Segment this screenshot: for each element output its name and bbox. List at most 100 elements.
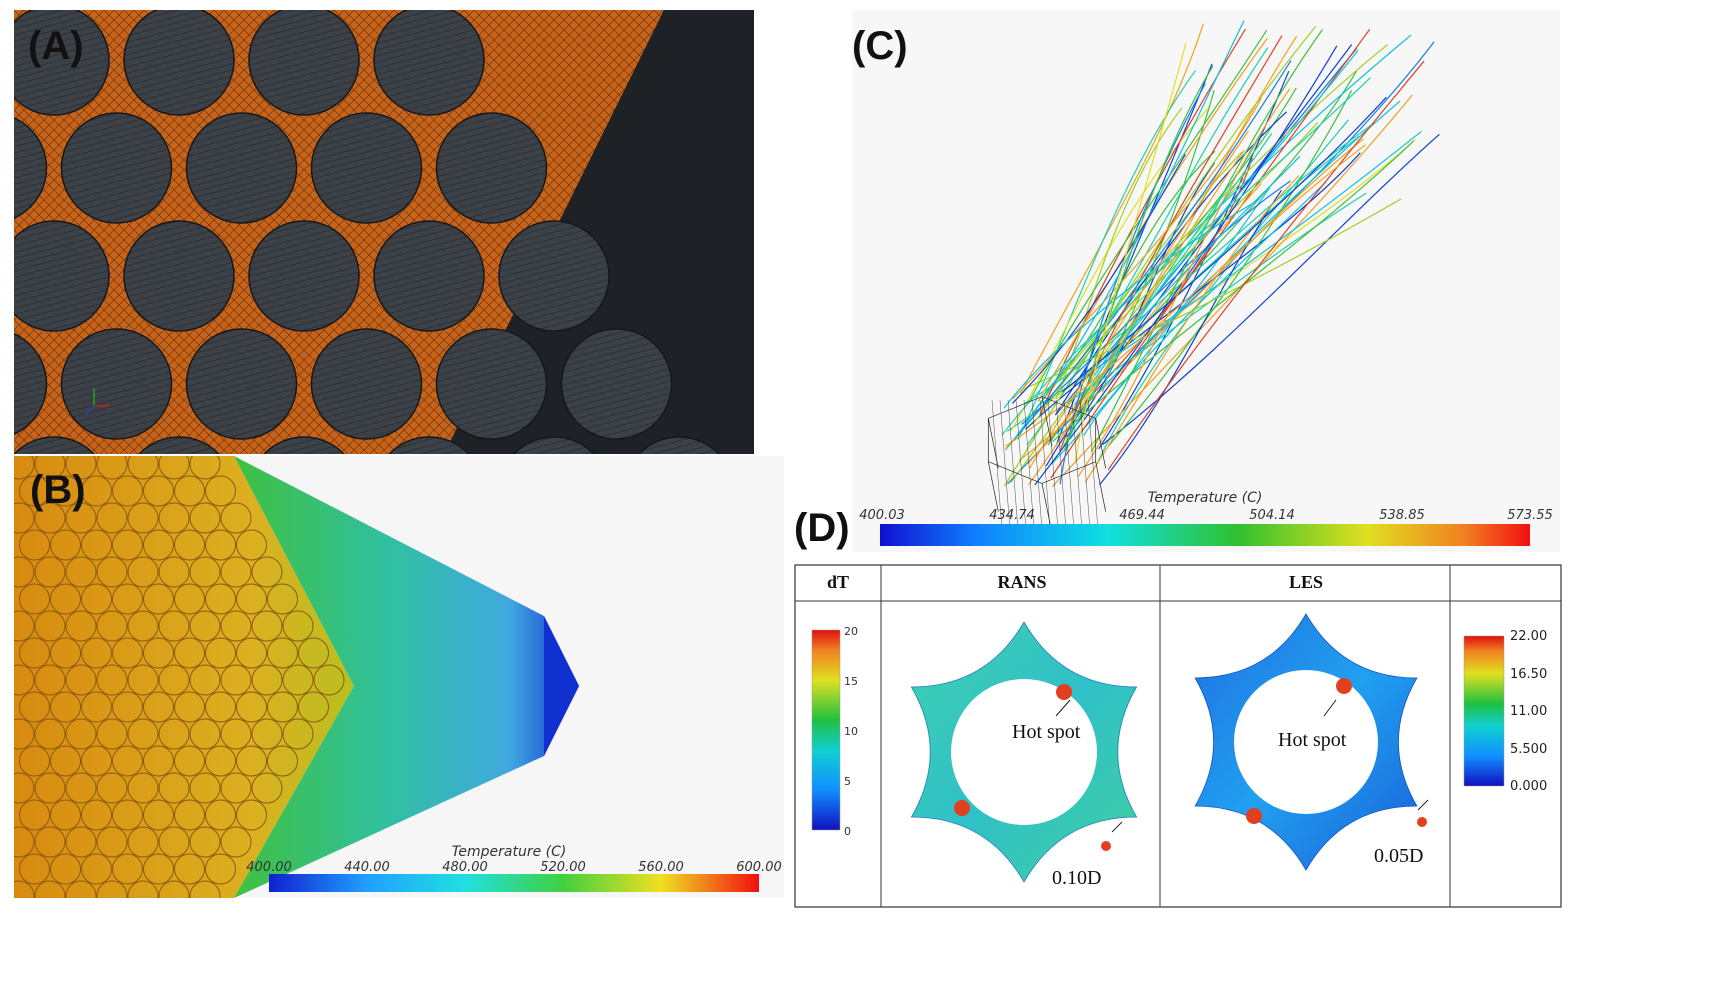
fuel-rod-outline [205, 799, 236, 831]
fuel-rod-outline [112, 583, 143, 615]
fuel-rod-outline [282, 718, 314, 750]
fuel-rod-outline [112, 691, 143, 723]
streamline [1102, 133, 1440, 445]
fuel-rod-outline [220, 718, 252, 750]
fuel-rod-outline [50, 475, 81, 507]
fuel-rod-outline [19, 745, 50, 777]
streamline [1063, 65, 1214, 452]
streamline [1083, 181, 1327, 436]
streamline [1011, 154, 1186, 404]
dt-scale-tick: 15 [844, 675, 858, 688]
fuel-rod-outline [127, 664, 159, 696]
fuel-rod [14, 436, 95, 454]
fuel-rod [560, 328, 673, 440]
rans-hotspot-arrow [1055, 699, 1071, 717]
fuel-rod-outline [205, 583, 236, 615]
fuel-rod-outline [81, 637, 112, 669]
header-dt: dT [827, 572, 849, 592]
fuel-rod-outline [251, 664, 283, 696]
fuel-rod-outline [19, 637, 50, 669]
fuel-rod [248, 220, 360, 332]
fuel-rod-outline [112, 529, 143, 561]
fuel-rod-outline [220, 772, 252, 804]
panel-c-colorbar [880, 524, 1530, 546]
fuel-rod-outline [34, 772, 66, 804]
streamline [1074, 43, 1187, 461]
fuel-rod-outline [220, 664, 252, 696]
fuel-rod-outline [174, 529, 205, 561]
streamline [1059, 83, 1206, 485]
fuel-rod-outline [50, 583, 81, 615]
fuel-rod [14, 116, 48, 220]
panel-c-tick: 538.85 [1379, 508, 1425, 523]
les-subchannel [1194, 613, 1427, 871]
fuel-rod-outline [267, 691, 298, 723]
fuel-rod-outline [34, 718, 66, 750]
rans-gap-arrow [1111, 821, 1123, 833]
fuel-rod [263, 436, 345, 454]
fuel-rod-outline [112, 637, 143, 669]
fuel-rod-outline [158, 772, 190, 804]
fuel-rod-outline [189, 556, 221, 588]
streamline [1012, 97, 1262, 400]
fuel-rod-outline [174, 637, 205, 669]
rans-gap-label: 0.10D [1052, 867, 1101, 889]
dt-scale-tick: 0 [844, 825, 851, 838]
fuel-rod-outline [143, 799, 174, 831]
fuel-rod-outline [189, 664, 221, 696]
fuel-rod-outline [50, 529, 81, 561]
fuel-rod [310, 112, 423, 224]
fuel-rod-outline [112, 745, 143, 777]
fuel-rod [14, 332, 48, 436]
fuel-rod-outline [14, 502, 35, 534]
panel-c-tick: 469.44 [1119, 508, 1165, 523]
streamline [1081, 155, 1301, 401]
fuel-rod-outline [34, 610, 66, 642]
fuel-rod-outline [127, 718, 159, 750]
fuel-rod [498, 220, 610, 332]
fuel-rod-outline [158, 826, 190, 858]
panel-b-tick: 480.00 [442, 860, 488, 875]
cage-line [1063, 399, 1075, 531]
fuel-rod-outline [127, 880, 159, 898]
streamline [1064, 133, 1273, 450]
streamline [1020, 23, 1204, 395]
fuel-rod [638, 436, 720, 454]
fuel-rod-outline [50, 637, 81, 669]
fuel-rod-outline [96, 772, 128, 804]
dt-scale-tick: 5 [844, 775, 851, 788]
fuel-rod-outline [19, 691, 50, 723]
fuel-rod-outline [251, 718, 283, 750]
fuel-rod-outline [174, 853, 205, 885]
panel-a-label: (A) [28, 24, 84, 68]
fuel-rod [60, 112, 173, 224]
dt-colorbar [811, 629, 841, 831]
fuel-rod-outline [205, 475, 236, 507]
cage-line [1031, 399, 1043, 531]
panel-b-tick: 440.00 [344, 860, 390, 875]
fuel-rod-outline [65, 664, 97, 696]
fuel-rod-outline [143, 745, 174, 777]
fuel-rod-outline [96, 880, 128, 898]
streamline [1099, 189, 1282, 486]
fuel-rod-outline [189, 826, 221, 858]
panel-c-colorbar-title: Temperature (C) [1148, 490, 1263, 506]
fuel-rod-outline [50, 745, 81, 777]
streamline [1059, 35, 1283, 452]
fuel-rod-outline [19, 583, 50, 615]
fuel-rod-outline [14, 772, 35, 804]
fuel-rod-outline [81, 691, 112, 723]
fuel-rod-outline [189, 772, 221, 804]
dt-scale-tick: 10 [844, 725, 858, 738]
fuel-rod-outline [158, 456, 190, 480]
fuel-rod-outline [96, 610, 128, 642]
fuel-rod-outline [96, 456, 128, 480]
temperature-rod-bundle-illustration: Temperature (C) 400.00 440.00 480.00 520… [14, 456, 782, 898]
right-scale-tick: 11.00 [1510, 704, 1547, 719]
fuel-rod-outline [14, 610, 35, 642]
header-les: LES [1289, 572, 1323, 592]
fuel-rod-outline [143, 853, 174, 885]
fuel-rod-outline [127, 502, 159, 534]
fuel-rod-outline [127, 826, 159, 858]
fuel-rod-outline [174, 475, 205, 507]
